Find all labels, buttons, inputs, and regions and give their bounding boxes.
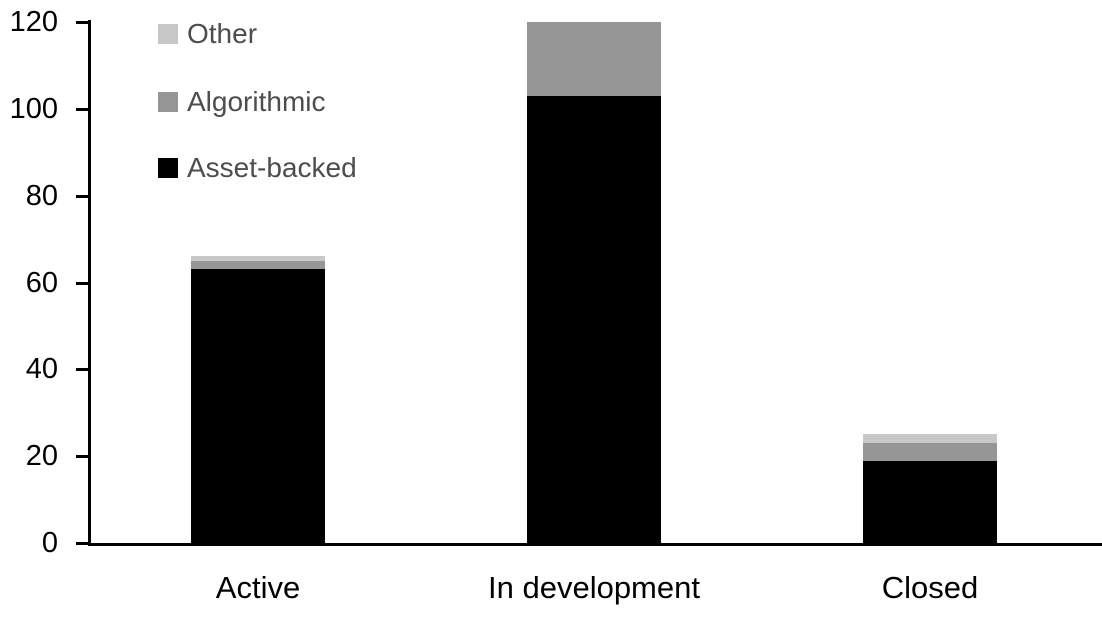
x-axis-label-closed: Closed <box>881 570 979 605</box>
y-tick-label-0: 0 <box>41 527 58 559</box>
y-tick-label-80: 80 <box>25 179 58 212</box>
x-axis-line <box>88 543 1102 546</box>
bar-segment-other-active <box>191 256 325 261</box>
legend-item-asset-backed: Asset-backed <box>158 152 357 183</box>
y-tick-label-60: 60 <box>25 266 58 299</box>
legend-swatch-asset-backed <box>158 158 178 178</box>
y-tick-mark-0 <box>76 542 89 545</box>
legend-item-other: Other <box>158 18 258 49</box>
legend-label-algorithmic: Algorithmic <box>187 86 326 117</box>
legend-swatch-other <box>158 24 178 44</box>
bar-segment-asset-backed-closed <box>863 460 997 543</box>
legend-item-algorithmic: Algorithmic <box>158 86 326 117</box>
bar-segment-asset-backed-in-development <box>527 95 661 543</box>
bar-segment-algorithmic-closed <box>863 443 997 461</box>
y-axis-line <box>88 20 91 546</box>
y-tick-mark-100 <box>76 107 89 111</box>
y-tick-mark-40 <box>76 368 89 372</box>
y-tick-mark-20 <box>76 455 89 459</box>
y-tick-label-20: 20 <box>25 440 58 473</box>
y-tick-mark-80 <box>76 194 89 198</box>
x-axis-label-in-development: In development <box>488 570 700 605</box>
bar-segment-other-closed <box>863 434 997 444</box>
y-tick-label-120: 120 <box>9 6 58 38</box>
legend-swatch-algorithmic <box>158 92 178 112</box>
legend-label-other: Other <box>187 18 258 49</box>
y-tick-mark-60 <box>76 281 89 285</box>
y-tick-label-100: 100 <box>9 92 58 125</box>
y-tick-mark-120 <box>76 21 89 24</box>
legend-label-asset-backed: Asset-backed <box>187 152 357 183</box>
x-axis-label-active: Active <box>215 570 301 605</box>
y-tick-label-40: 40 <box>25 353 58 386</box>
bar-segment-asset-backed-active <box>191 269 325 543</box>
bar-segment-algorithmic-active <box>191 260 325 270</box>
bar-segment-algorithmic-in-development <box>527 22 661 96</box>
